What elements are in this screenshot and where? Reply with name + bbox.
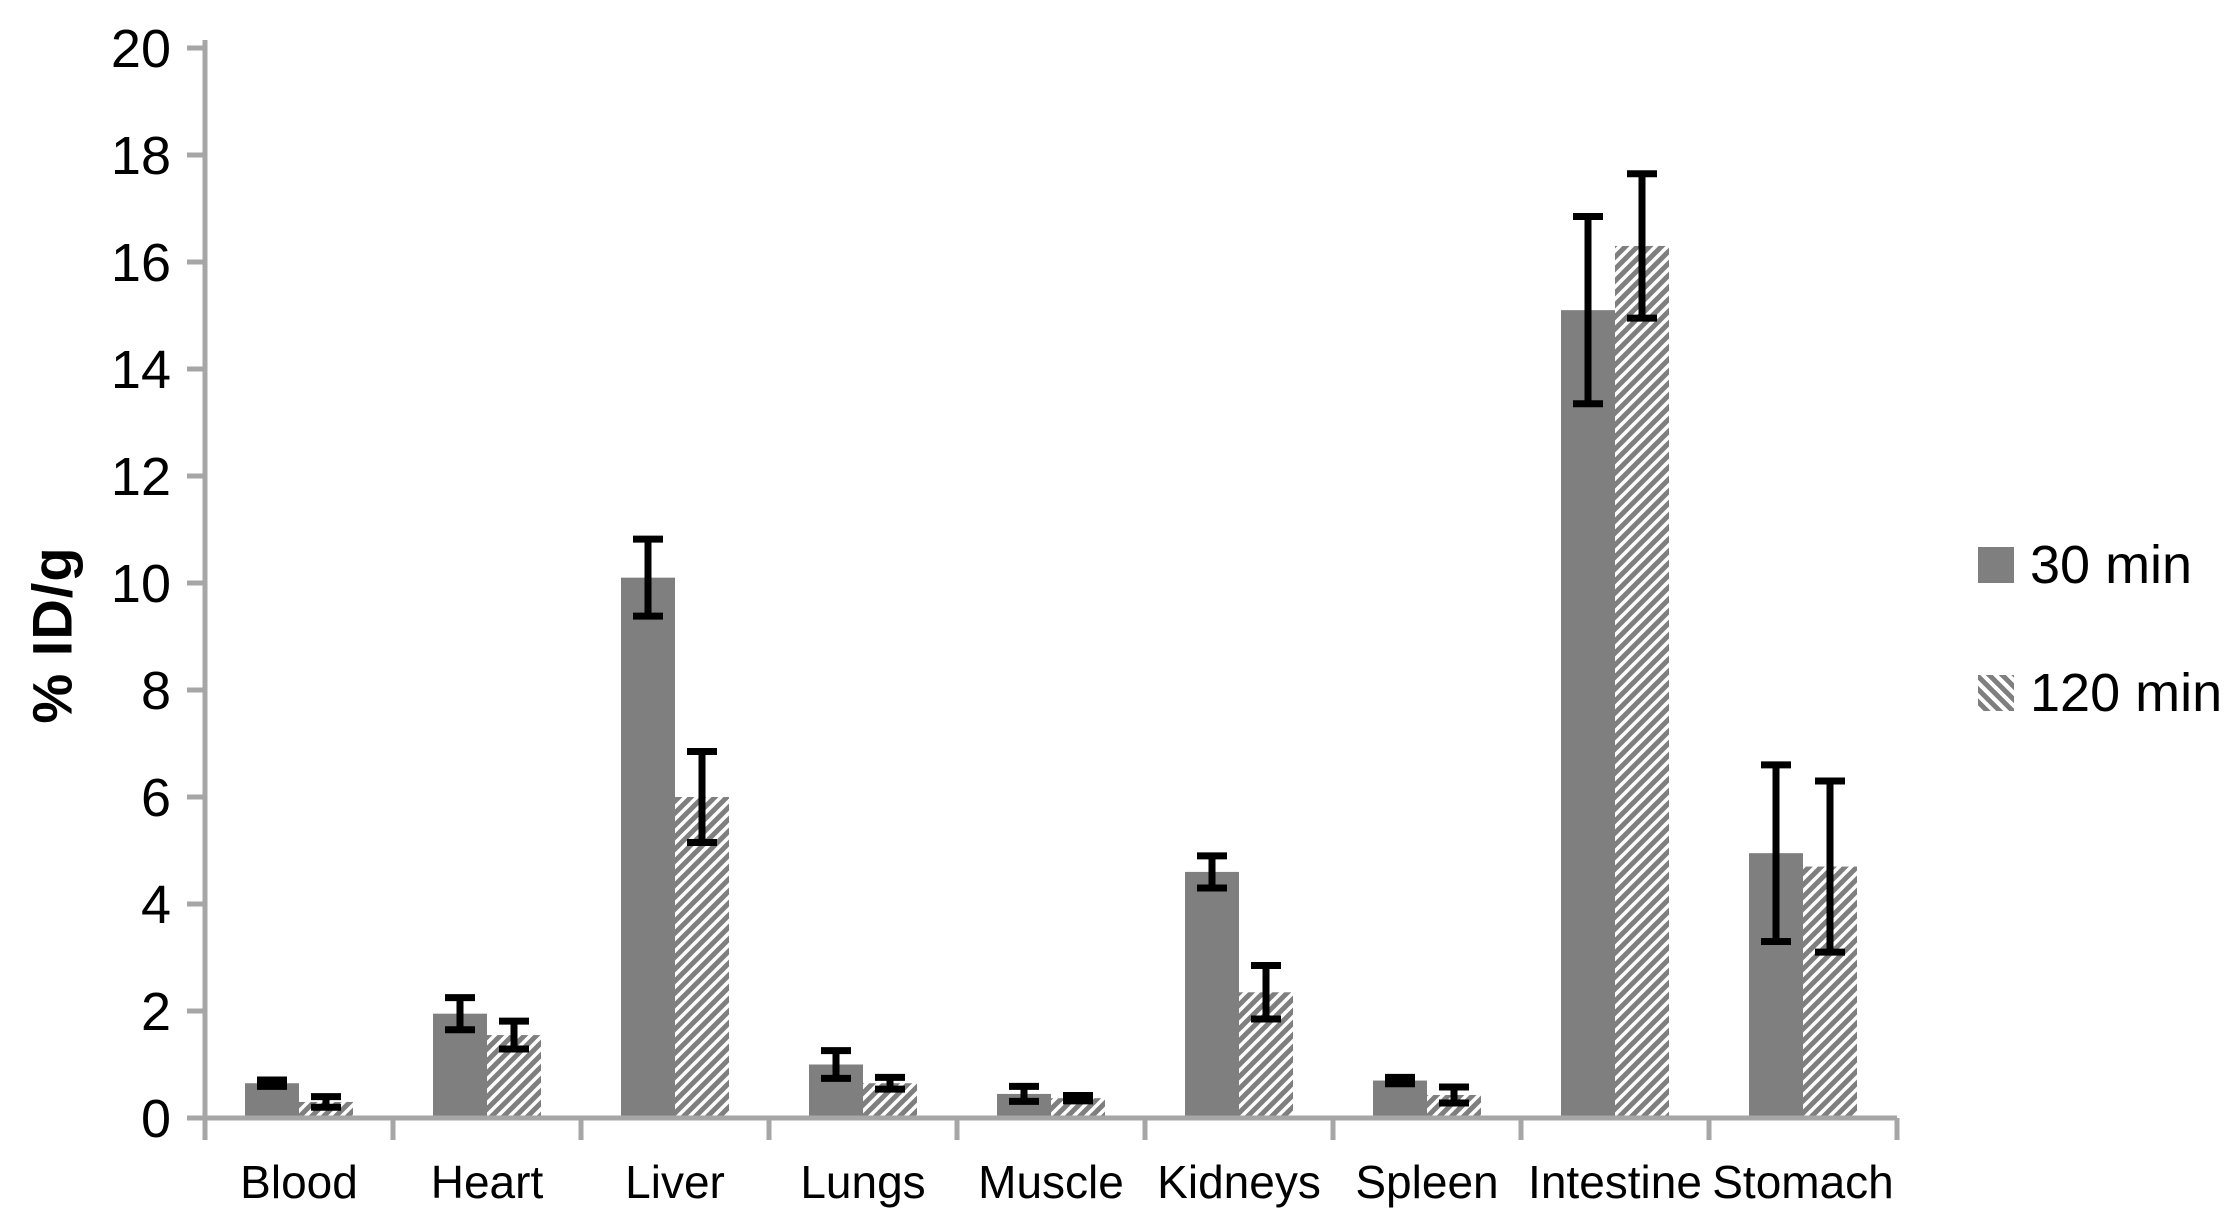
legend-item-120min: 120 min [1978, 666, 2222, 720]
y-tick-label: 2 [141, 982, 171, 1042]
y-tick-label: 6 [141, 768, 171, 828]
bar-120min-intestine [1615, 245, 1669, 1118]
x-category-label: Liver [625, 1156, 725, 1208]
bar-30min-liver [621, 577, 675, 1118]
x-category-label: Muscle [978, 1156, 1124, 1208]
x-category-label: Spleen [1355, 1156, 1498, 1208]
y-tick-label: 10 [111, 554, 171, 614]
y-tick-label: 14 [111, 340, 171, 400]
y-tick-label: 20 [111, 19, 171, 79]
x-category-label: Kidneys [1157, 1156, 1321, 1208]
legend-label-30min: 30 min [2030, 535, 2193, 595]
y-tick-label: 4 [141, 875, 171, 935]
bar-30min-kidneys [1185, 871, 1239, 1118]
legend-item-30min: 30 min [1978, 538, 2222, 592]
legend-label-120min: 120 min [2030, 663, 2223, 723]
x-category-label: Lungs [800, 1156, 925, 1208]
legend-swatch-hatched-icon [1978, 675, 2014, 711]
bar-30min-intestine [1561, 310, 1615, 1118]
y-tick-label: 18 [111, 126, 171, 186]
y-tick-label: 12 [111, 447, 171, 507]
x-category-label: Intestine [1528, 1156, 1702, 1208]
legend-swatch-solid-icon [1978, 547, 2014, 583]
y-axis-title: % ID/g [20, 546, 84, 724]
y-tick-label: 8 [141, 661, 171, 721]
x-category-label: Stomach [1712, 1156, 1894, 1208]
legend: 30 min 120 min [1978, 538, 2222, 720]
y-tick-label: 16 [111, 233, 171, 293]
y-tick-label: 0 [141, 1089, 171, 1149]
x-category-label: Heart [431, 1156, 544, 1208]
bar-120min-liver [675, 797, 729, 1118]
x-category-label: Blood [240, 1156, 358, 1208]
